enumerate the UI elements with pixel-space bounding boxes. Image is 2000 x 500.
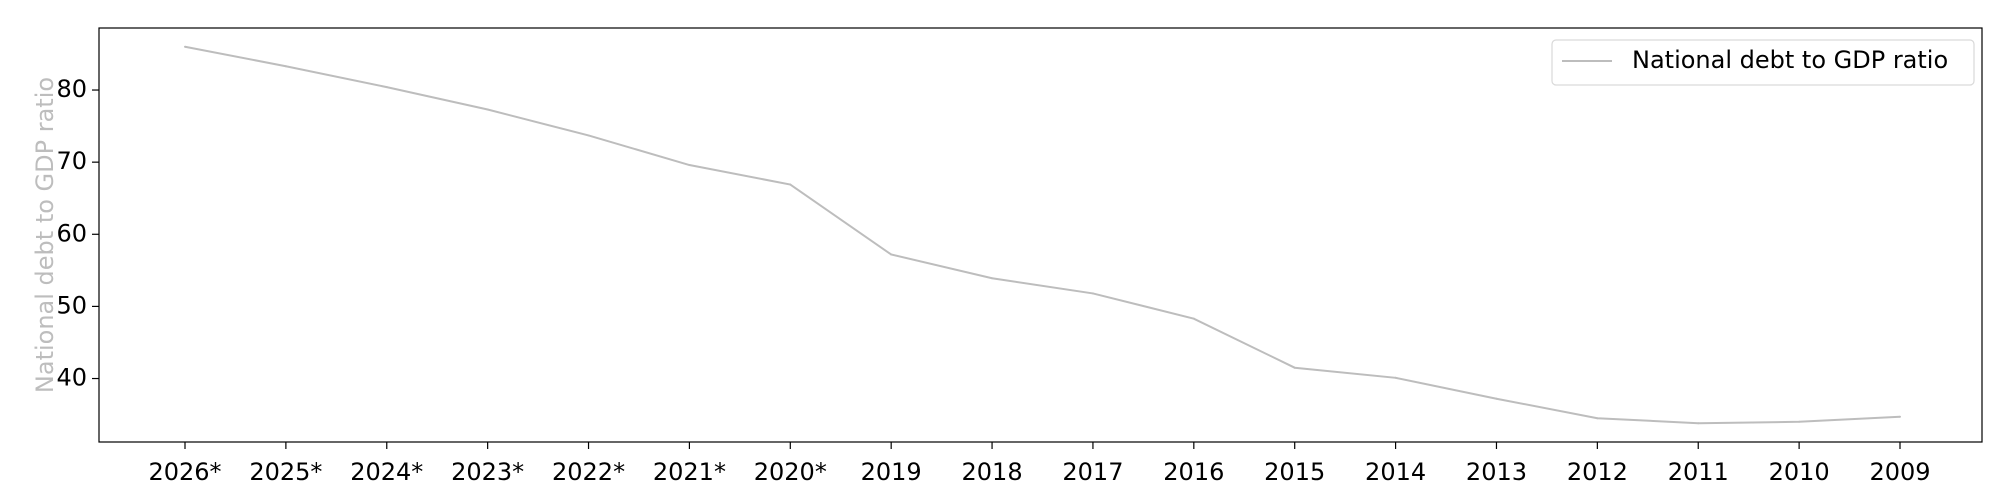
data-point [1596,417,1599,420]
legend: National debt to GDP ratio [1551,39,1975,86]
x-tick-label: 2014 [1365,458,1426,486]
data-point [1899,415,1901,418]
data-point [1394,376,1397,379]
plot-area [98,27,1983,443]
data-point [1798,420,1801,423]
x-tick-label: 2023* [451,458,524,486]
x-tick-label: 2016 [1163,458,1224,486]
data-point [688,164,691,167]
y-tick-label: 40 [56,364,87,392]
plot-frame [98,27,1983,443]
x-tick-label: 2024* [350,458,423,486]
y-tick-label: 60 [56,219,87,247]
data-point [1293,366,1296,369]
x-axis: 2026* 2025* 2024* 2023* 2022* 2021* 2020* 2019 2… [148,442,1931,486]
y-axis-label: National debt to GDP ratio [31,77,59,393]
data-point [184,45,186,48]
legend-box [1551,39,1975,86]
y-tick-label: 70 [56,147,87,175]
series-line [184,45,1901,425]
x-tick-label: 2020* [754,458,827,486]
data-point [789,183,792,186]
x-tick-label: 2025* [249,458,322,486]
x-tick-label: 2010 [1769,458,1830,486]
data-point [486,108,489,111]
x-tick-label: 2013 [1466,458,1527,486]
legend-label: National debt to GDP ratio [1632,46,1948,74]
data-point [1697,422,1700,425]
data-point [1091,292,1094,295]
x-tick-label: 2012 [1567,458,1628,486]
x-tick-label: 2018 [962,458,1023,486]
y-tick-label: 50 [56,291,87,319]
x-tick-label: 2019 [861,458,922,486]
x-tick-label: 2015 [1264,458,1325,486]
data-point [890,253,893,256]
series-layer [184,45,1901,425]
y-axis: 40 50 60 70 80 [56,75,99,392]
x-tick-label: 2022* [552,458,625,486]
x-tick-label: 2021* [653,458,726,486]
data-point [587,134,590,137]
data-point [1192,317,1195,320]
x-tick-label: 2026* [148,458,221,486]
data-point [385,86,388,89]
data-point [284,65,287,68]
x-tick-label: 2011 [1668,458,1729,486]
x-tick-label: 2009 [1869,458,1930,486]
y-tick-label: 80 [56,75,87,103]
data-point [991,277,994,280]
x-tick-label: 2017 [1062,458,1123,486]
data-point [1495,397,1498,400]
